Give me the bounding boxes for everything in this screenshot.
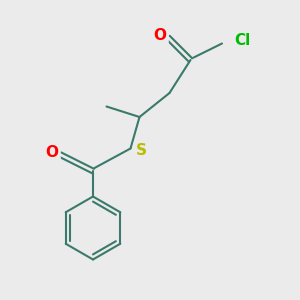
Text: O: O: [46, 145, 59, 160]
Text: O: O: [154, 28, 166, 44]
Text: S: S: [136, 143, 147, 158]
Text: Cl: Cl: [234, 33, 250, 48]
